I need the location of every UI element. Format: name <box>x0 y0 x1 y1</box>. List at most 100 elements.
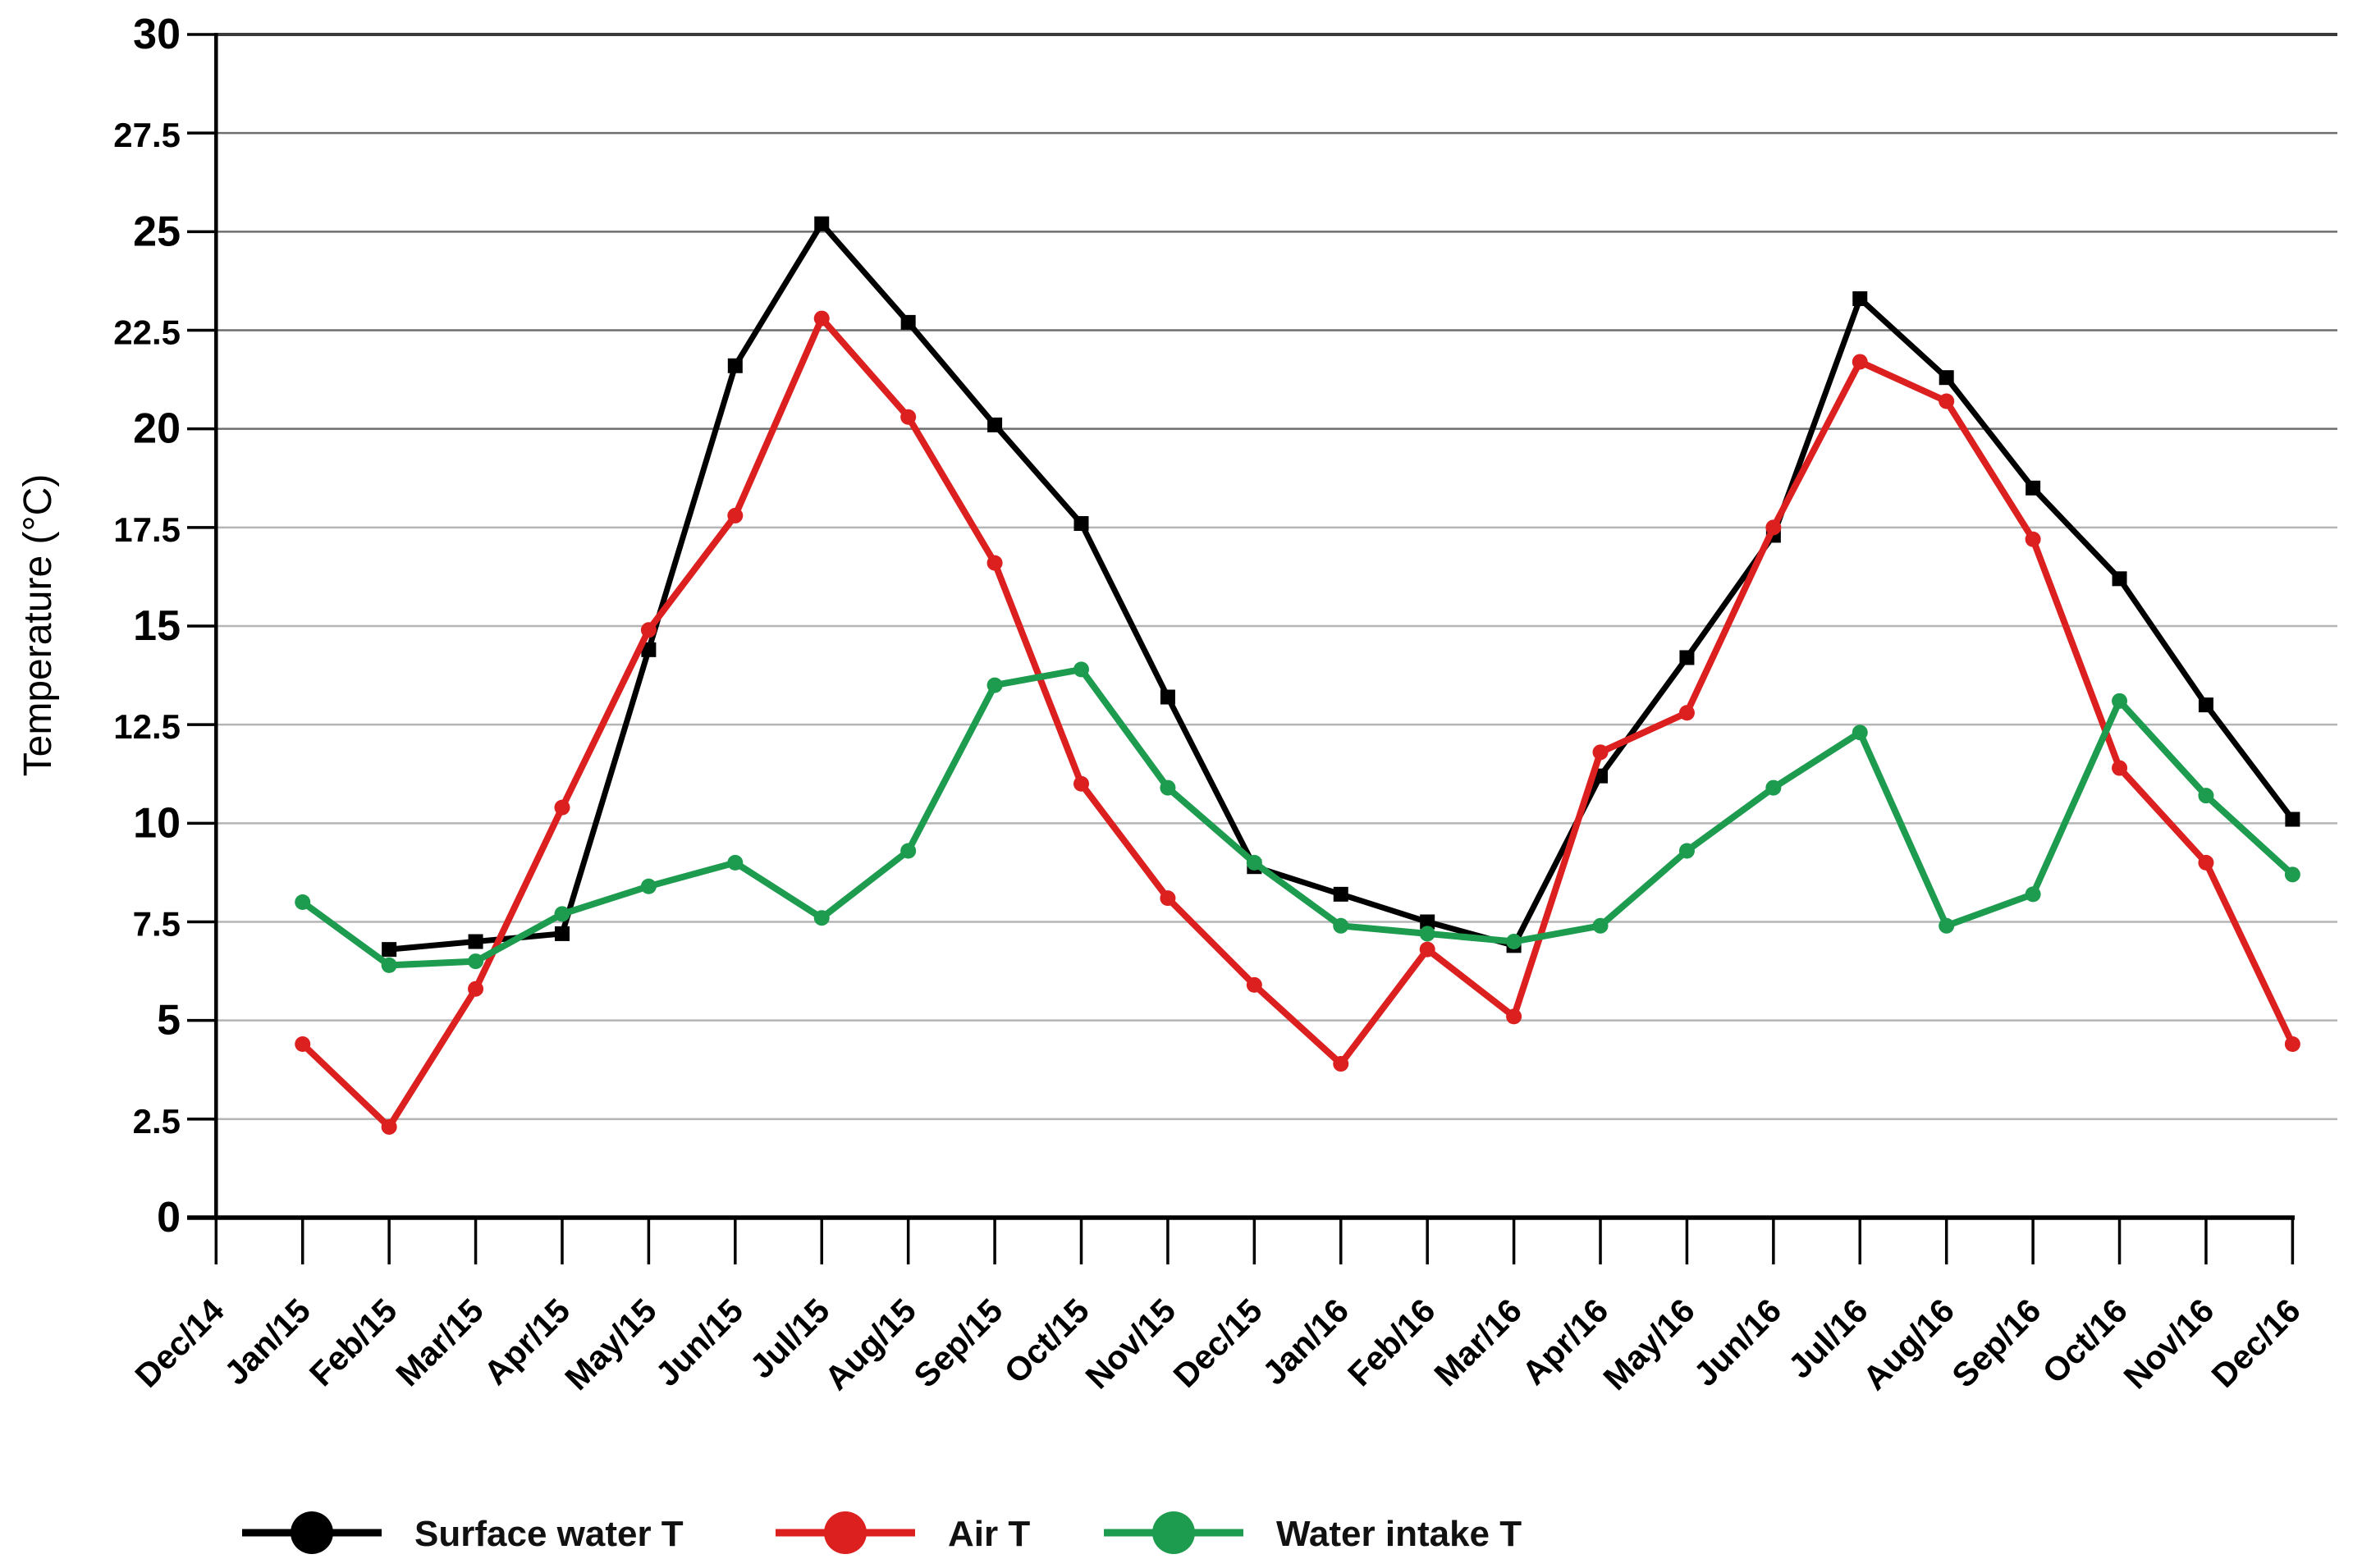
legend-label: Surface water T <box>414 1514 684 1554</box>
data-point-marker <box>1765 779 1782 796</box>
x-tick-label-apr-16: Apr/16 <box>1515 1291 1616 1392</box>
data-point-marker <box>640 622 657 638</box>
legend: Surface water T Air T Water intake T <box>242 1511 1522 1554</box>
axes <box>187 32 2295 1264</box>
y-tick-label: 17.5 <box>113 510 181 549</box>
data-point-marker <box>1852 725 1868 741</box>
x-axis-tick-labels: Dec/14Jan/15Feb/15Mar/15Apr/15May/15Jun/… <box>128 1291 2308 1397</box>
series-line-water-intake-t <box>299 665 2296 969</box>
data-point-marker <box>640 878 657 894</box>
x-tick-label-nov-16: Nov/16 <box>2117 1291 2222 1397</box>
data-point-marker <box>641 642 657 657</box>
y-tick-label: 15 <box>133 602 181 650</box>
data-point-marker <box>1592 744 1609 761</box>
x-tick-label-oct-15: Oct/15 <box>997 1291 1096 1391</box>
x-tick-label-sep-16: Sep/16 <box>1944 1291 2048 1395</box>
series-lines <box>295 216 2300 1135</box>
x-tick-label-dec-15: Dec/15 <box>1166 1291 1270 1395</box>
data-point-marker <box>554 906 570 922</box>
data-point-marker <box>1333 886 1348 902</box>
y-tick-label: 0 <box>157 1194 181 1241</box>
data-point-marker <box>986 677 1003 693</box>
data-point-marker <box>2112 693 2128 709</box>
data-point-marker <box>814 216 830 231</box>
data-point-marker <box>1160 890 1176 907</box>
data-point-marker <box>2026 480 2041 496</box>
series-line-air-t <box>299 315 2296 1131</box>
series-line-surface-water-t <box>386 221 2296 953</box>
legend-item-air-t: Air T <box>776 1511 1030 1554</box>
y-tick-label: 7.5 <box>133 904 181 943</box>
data-point-marker <box>1419 941 1435 958</box>
legend-label: Air T <box>948 1514 1030 1554</box>
x-tick-label-nov-15: Nov/15 <box>1078 1291 1183 1397</box>
data-point-marker <box>1939 917 1955 934</box>
data-point-marker <box>1765 519 1782 536</box>
y-tick-label: 20 <box>133 405 181 453</box>
data-point-marker <box>727 358 743 373</box>
data-point-marker <box>468 981 484 997</box>
y-tick-label: 10 <box>133 799 181 847</box>
series-water-intake-t <box>295 661 2300 973</box>
data-point-marker <box>1246 854 1262 871</box>
y-tick-label: 25 <box>133 208 181 255</box>
data-point-marker <box>1679 650 1695 665</box>
data-point-marker <box>1160 779 1176 796</box>
x-tick-label-jun-16: Jun/16 <box>1687 1291 1788 1393</box>
legend-marker <box>824 1511 867 1554</box>
data-point-marker <box>813 910 830 926</box>
x-tick-label-dec-14: Dec/14 <box>128 1291 231 1395</box>
data-point-marker <box>1073 775 1089 792</box>
data-point-marker <box>2285 811 2300 827</box>
x-tick-label-mar-16: Mar/16 <box>1427 1291 1529 1393</box>
x-tick-label-dec-16: Dec/16 <box>2204 1291 2308 1395</box>
legend-marker <box>1152 1511 1195 1554</box>
x-tick-label-mar-15: Mar/15 <box>389 1291 491 1393</box>
y-tick-label: 30 <box>133 11 181 58</box>
data-point-marker <box>1333 1056 1349 1072</box>
legend-item-water-intake-t: Water intake T <box>1104 1511 1522 1554</box>
y-tick-label: 12.5 <box>113 707 181 746</box>
data-point-marker <box>554 926 570 941</box>
data-point-marker <box>1073 661 1089 678</box>
data-point-marker <box>986 555 1003 571</box>
x-tick-label-jan-16: Jan/16 <box>1255 1291 1356 1392</box>
data-point-marker <box>1506 934 1522 950</box>
data-point-marker <box>381 957 397 973</box>
data-point-marker <box>1852 291 1868 307</box>
data-point-marker <box>2025 886 2041 903</box>
data-point-marker <box>813 310 830 327</box>
data-point-marker <box>727 854 744 871</box>
data-point-marker <box>1939 393 1955 409</box>
y-tick-label: 2.5 <box>133 1102 181 1141</box>
data-point-marker <box>1160 689 1175 705</box>
data-point-marker <box>727 507 744 523</box>
data-point-marker <box>1073 516 1089 532</box>
y-axis-title: Temperature (°C) <box>16 474 60 777</box>
data-point-marker <box>987 417 1003 432</box>
x-tick-label-sep-15: Sep/15 <box>906 1291 1009 1395</box>
data-point-marker <box>1420 914 1435 930</box>
data-point-marker <box>900 314 916 330</box>
gridlines <box>216 32 2337 1121</box>
y-axis-tick-labels: 0 2.5 5 7.5 10 12.5 15 17.5 20 22.5 25 27.5 30 <box>113 11 181 1241</box>
data-point-marker <box>2112 760 2128 776</box>
series-air-t <box>295 310 2300 1135</box>
data-point-marker <box>1506 1008 1522 1025</box>
data-point-marker <box>900 843 917 859</box>
data-point-marker <box>468 934 483 949</box>
x-tick-label-jan-15: Jan/15 <box>217 1291 318 1392</box>
data-point-marker <box>2284 1036 2300 1053</box>
data-point-marker <box>2284 866 2300 883</box>
x-tick-label-feb-16: Feb/16 <box>1340 1291 1442 1393</box>
data-point-marker <box>468 953 484 970</box>
x-tick-label-aug-15: Aug/15 <box>817 1291 923 1397</box>
data-point-marker <box>554 799 570 816</box>
x-tick-label-jun-15: Jun/15 <box>648 1291 750 1393</box>
data-point-marker <box>1246 976 1262 993</box>
legend-label: Water intake T <box>1276 1514 1522 1554</box>
y-tick-label: 5 <box>157 997 181 1045</box>
data-point-marker <box>1939 370 1954 386</box>
data-point-marker <box>295 894 311 910</box>
